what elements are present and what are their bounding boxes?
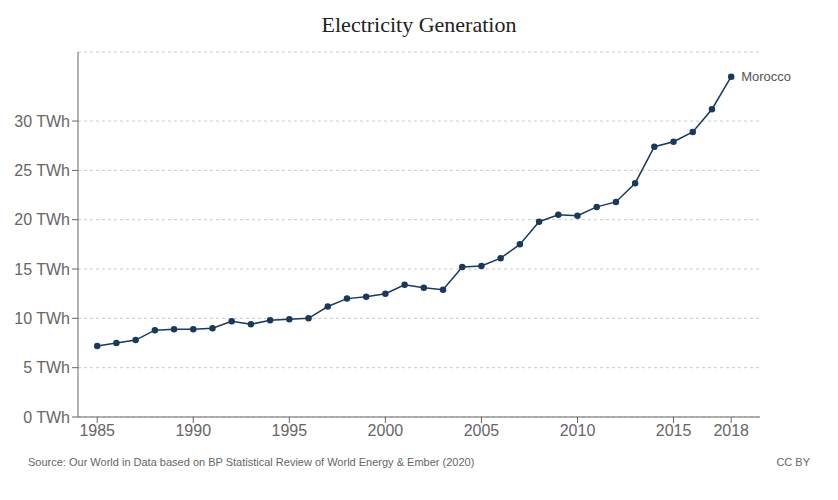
svg-text:15 TWh: 15 TWh bbox=[14, 261, 70, 278]
svg-text:0 TWh: 0 TWh bbox=[23, 409, 70, 426]
svg-text:1990: 1990 bbox=[175, 422, 211, 439]
html-text:CC BY: CC BY bbox=[776, 456, 810, 468]
svg-text:2005: 2005 bbox=[464, 422, 500, 439]
svg-text:2018: 2018 bbox=[713, 422, 749, 439]
svg-text:2010: 2010 bbox=[560, 422, 596, 439]
svg-text:2000: 2000 bbox=[368, 422, 404, 439]
svg-text:2015: 2015 bbox=[656, 422, 692, 439]
svg-text:Morocco: Morocco bbox=[741, 69, 791, 84]
svg-text:1995: 1995 bbox=[272, 422, 308, 439]
svg-text:30 TWh: 30 TWh bbox=[14, 113, 70, 130]
svg-text:1985: 1985 bbox=[79, 422, 115, 439]
html-text:Source: Our World in Data base: Source: Our World in Data based on BP St… bbox=[28, 456, 475, 468]
svg-text:25 TWh: 25 TWh bbox=[14, 162, 70, 179]
svg-text:10 TWh: 10 TWh bbox=[14, 310, 70, 327]
svg-text:5 TWh: 5 TWh bbox=[23, 359, 70, 376]
html-text:Electricity Generation: Electricity Generation bbox=[321, 12, 517, 37]
svg-text:20 TWh: 20 TWh bbox=[14, 211, 70, 228]
